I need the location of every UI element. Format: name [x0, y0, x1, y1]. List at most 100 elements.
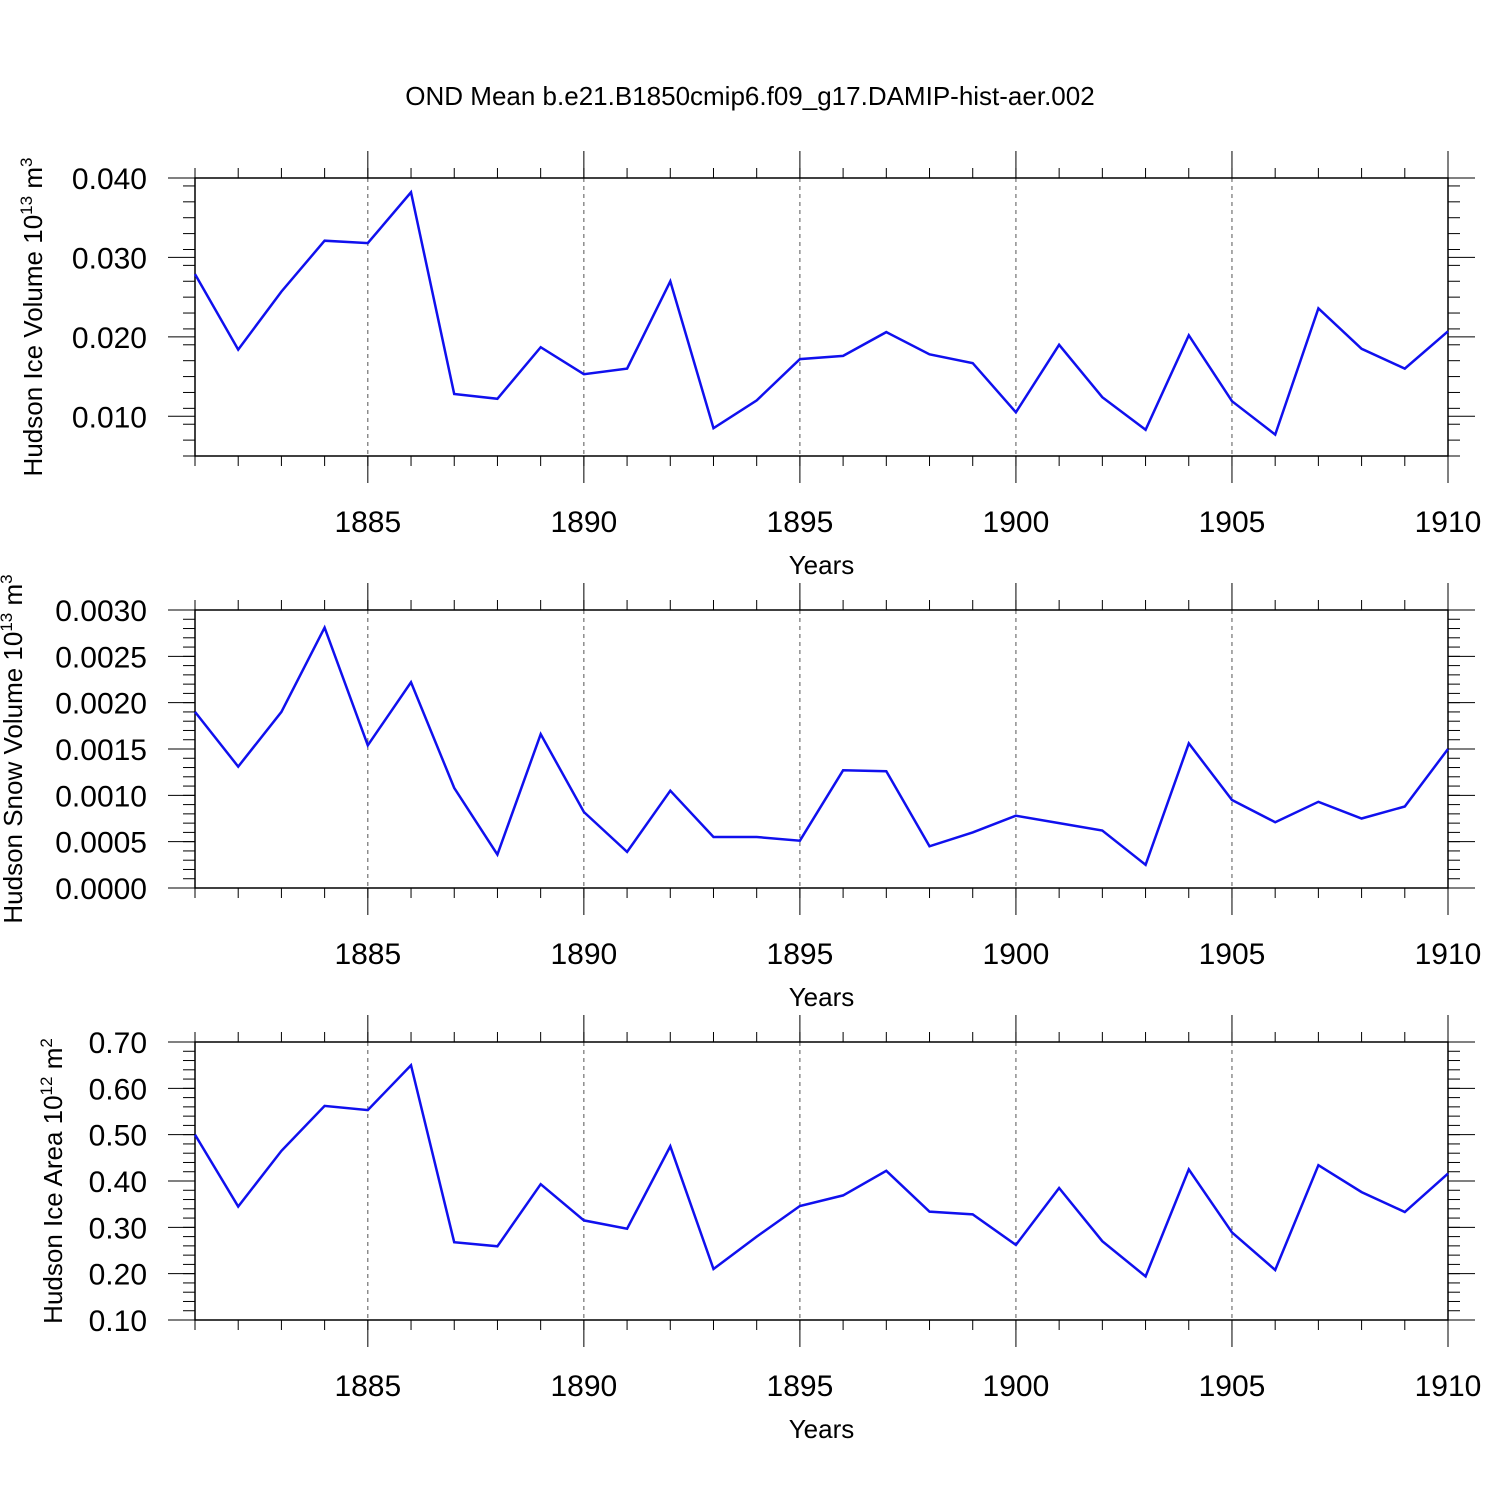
data-point: [1360, 1190, 1364, 1194]
x-tick-label: 1910: [1415, 1370, 1482, 1403]
x-axis-title: Years: [789, 550, 855, 580]
data-point: [193, 710, 197, 714]
y-axis-title: Hudson Ice Area 1012 m2: [37, 1038, 68, 1324]
data-point: [366, 241, 370, 245]
x-tick-label: 1895: [767, 506, 834, 539]
data-point: [711, 835, 715, 839]
data-point: [1057, 821, 1061, 825]
x-tick-label: 1890: [550, 1370, 617, 1403]
series-line: [194, 624, 1449, 867]
data-point: [625, 850, 629, 854]
data-point: [366, 1108, 370, 1112]
data-point: [1187, 333, 1191, 337]
data-point: [884, 1169, 888, 1173]
plot-frame: [194, 609, 1449, 889]
x-tick-label: 1885: [334, 938, 401, 971]
x-tick-label: 1885: [334, 1370, 401, 1403]
data-point: [798, 357, 802, 361]
y-tick-label: 0.010: [72, 401, 147, 434]
data-point: [755, 1235, 759, 1239]
x-tick-label: 1910: [1415, 938, 1482, 971]
y-tick-label: 0.40: [89, 1166, 147, 1199]
data-point: [841, 1193, 845, 1197]
data-point: [279, 710, 283, 714]
data-point: [668, 789, 672, 793]
chart-panel-3: 1885 1890 1895 1900 1905 1910 0.10 0.20 0.30 0.40…: [37, 1015, 1481, 1444]
y-tick-label: 0.0030: [55, 595, 147, 628]
data-point: [928, 352, 932, 356]
chart-title: OND Mean b.e21.B1850cmip6.f09_g17.DAMIP-…: [405, 81, 1094, 111]
y-tick-label: 0.20: [89, 1259, 147, 1292]
data-point: [582, 810, 586, 814]
y-axis-title: Hudson Ice Volume 1013 m3: [17, 158, 48, 477]
y-axis-title: Hudson Snow Volume 1013 m3: [0, 574, 28, 923]
x-tick-label: 1905: [1199, 506, 1266, 539]
data-point: [409, 1063, 413, 1067]
data-point: [1144, 863, 1148, 867]
x-tick-label: 1885: [334, 506, 401, 539]
data-point: [539, 345, 543, 349]
data-point: [236, 765, 240, 769]
data-point: [1273, 433, 1277, 437]
data-point: [1187, 741, 1191, 745]
data-point: [798, 839, 802, 843]
data-point: [193, 272, 197, 276]
x-tick-label: 1895: [767, 1370, 834, 1403]
series-line: [193, 189, 1449, 437]
data-point: [1316, 306, 1320, 310]
data-point: [711, 1267, 715, 1271]
data-point: [1403, 367, 1407, 371]
data-point: [971, 1212, 975, 1216]
data-point: [1144, 1274, 1148, 1278]
data-point: [1446, 329, 1450, 333]
data-point: [1014, 1243, 1018, 1247]
data-point: [625, 1227, 629, 1231]
data-point: [668, 1144, 672, 1148]
data-point: [582, 372, 586, 376]
data-point: [884, 330, 888, 334]
y-tick-label: 0.10: [89, 1305, 147, 1338]
data-point: [1360, 347, 1364, 351]
data-point: [279, 290, 283, 294]
x-tick-label: 1905: [1199, 938, 1266, 971]
x-tick-label: 1900: [983, 938, 1050, 971]
x-axis-title: Years: [789, 1414, 855, 1444]
data-point: [279, 1149, 283, 1153]
data-point: [1316, 1163, 1320, 1167]
y-tick-label: 0.0025: [55, 641, 147, 674]
data-point: [841, 354, 845, 358]
y-tick-label: 0.60: [89, 1073, 147, 1106]
data-point: [495, 397, 499, 401]
data-point: [539, 732, 543, 736]
data-point: [452, 786, 456, 790]
data-point: [366, 743, 370, 747]
x-axis-title: Years: [789, 982, 855, 1012]
data-point: [1230, 399, 1234, 403]
data-point: [323, 626, 327, 630]
data-point: [1446, 1172, 1450, 1176]
data-point: [625, 367, 629, 371]
data-point: [971, 830, 975, 834]
data-point: [1100, 1239, 1104, 1243]
x-tick-label: 1910: [1415, 506, 1482, 539]
data-point: [1100, 829, 1104, 833]
x-tick-label: 1890: [550, 938, 617, 971]
y-tick-label: 0.0010: [55, 780, 147, 813]
data-point: [1014, 814, 1018, 818]
y-tick-label: 0.020: [72, 322, 147, 355]
plot-frame: [194, 177, 1449, 457]
x-tick-label: 1890: [550, 506, 617, 539]
data-point: [755, 835, 759, 839]
data-point: [1316, 800, 1320, 804]
data-point: [582, 1218, 586, 1222]
data-point: [1273, 1268, 1277, 1272]
data-point: [668, 279, 672, 283]
chart-panel-1: 1885 1890 1895 1900 1905 1910 0.010 0.020 0.030 0…: [17, 151, 1481, 580]
data-point: [193, 1133, 197, 1137]
data-point: [236, 1204, 240, 1208]
data-point: [841, 768, 845, 772]
data-point: [409, 190, 413, 194]
y-tick-label: 0.0020: [55, 688, 147, 721]
data-point: [1230, 1230, 1234, 1234]
